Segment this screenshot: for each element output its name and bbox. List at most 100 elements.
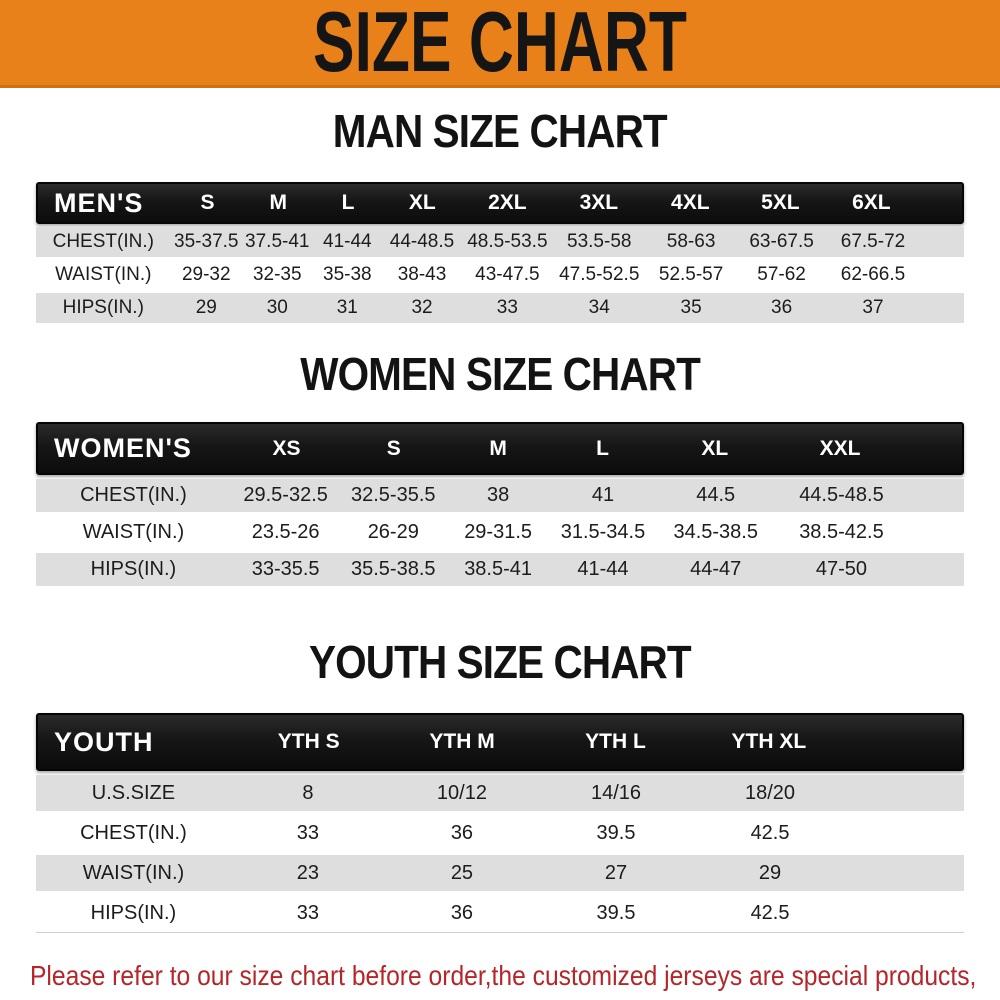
size-value-cell: 42.5 — [750, 821, 790, 844]
table-header: WOMEN'S XS S M L XL XXL — [36, 422, 964, 475]
column-header: L — [341, 191, 355, 214]
column-header: 6XL — [852, 191, 891, 214]
size-value-cell: 26-29 — [367, 521, 419, 543]
section-title: MAN SIZE CHART — [332, 105, 668, 157]
table-body: U.S.SIZE 8 10/12 14/16 18/20 CHEST(IN.) 33 36 39… — [36, 775, 964, 931]
table-header-label: WOMEN'S — [54, 433, 192, 463]
size-value-cell: 37 — [862, 297, 884, 318]
size-value-cell: 39.5 — [596, 901, 636, 924]
column-header: 3XL — [579, 191, 619, 214]
section-title: WOMEN SIZE CHART — [300, 348, 701, 400]
row-label: WAIST(IN.) — [82, 521, 185, 543]
size-value-cell: 38 — [486, 484, 510, 506]
size-value-cell: 37.5-41 — [245, 231, 310, 252]
table-row: WAIST(IN.) 23 25 27 29 — [36, 855, 964, 891]
table-row: WAIST(IN.) 23.5-26 26-29 29-31.5 31.5-34.5 34… — [36, 516, 964, 549]
size-value-cell: 52.5-57 — [658, 264, 724, 285]
row-label: CHEST(IN.) — [80, 821, 187, 844]
row-label: WAIST(IN.) — [82, 861, 185, 884]
column-header: XL — [408, 191, 436, 214]
table-row: WAIST(IN.) 29-32 32-35 35-38 38-43 43-47.5 47.… — [36, 260, 964, 290]
size-value-cell: 33 — [496, 297, 518, 318]
column-header: L — [596, 436, 609, 460]
footer-note-line2: we don't accept cancel, change, teturn o… — [30, 995, 884, 1000]
size-value-cell: 32 — [411, 297, 433, 318]
size-value-cell: 36 — [450, 821, 474, 844]
table-body: CHEST(IN.) 35-37.5 37.5-41 41-44 44-48.5 48.5… — [36, 227, 964, 323]
size-value-cell: 35-37.5 — [174, 231, 239, 252]
size-value-cell: 42.5 — [750, 901, 790, 924]
column-header: XXL — [819, 436, 861, 460]
size-value-cell: 57-62 — [757, 264, 806, 285]
size-value-cell: 33-35.5 — [251, 558, 320, 580]
table-header-label: YOUTH — [54, 726, 154, 757]
size-value-cell: 23 — [296, 861, 320, 884]
size-value-cell: 36 — [450, 901, 474, 924]
column-header: S — [386, 436, 401, 460]
size-value-cell: 32-35 — [252, 264, 302, 285]
row-label: U.S.SIZE — [91, 781, 176, 804]
size-value-cell: 33 — [296, 901, 320, 924]
size-value-cell: 27 — [604, 861, 628, 884]
size-value-cell: 31.5-34.5 — [560, 521, 646, 543]
size-value-cell: 30 — [266, 297, 288, 318]
column-header: YTH S — [277, 730, 340, 753]
column-header: YTH M — [429, 730, 495, 753]
size-value-cell: 25 — [450, 861, 474, 884]
size-value-cell: 41-44 — [323, 231, 372, 252]
size-value-cell: 29.5-32.5 — [243, 484, 328, 506]
table-row: HIPS(IN.) 33 36 39.5 42.5 — [36, 895, 964, 931]
size-value-cell: 29-31.5 — [464, 521, 533, 543]
banner-title: SIZE CHART — [313, 0, 687, 91]
column-header: S — [200, 191, 215, 214]
table-row: U.S.SIZE 8 10/12 14/16 18/20 — [36, 775, 964, 811]
size-value-cell: 29-32 — [181, 264, 231, 285]
size-value-cell: 47.5-52.5 — [559, 264, 640, 285]
row-label: HIPS(IN.) — [62, 297, 144, 318]
size-value-cell: 41-44 — [577, 558, 629, 580]
column-header: XL — [701, 436, 729, 460]
row-label: CHEST(IN.) — [80, 484, 187, 506]
size-value-cell: 34.5-38.5 — [673, 521, 758, 543]
size-value-cell: 53.5-58 — [567, 231, 632, 252]
size-value-cell: 44-47 — [690, 558, 742, 580]
table-header: YOUTH YTH S YTH M YTH L YTH XL — [36, 713, 964, 771]
table-row: CHEST(IN.) 33 36 39.5 42.5 — [36, 815, 964, 851]
row-label: HIPS(IN.) — [90, 558, 177, 580]
column-header: 4XL — [671, 191, 710, 214]
size-value-cell: 38.5-41 — [464, 558, 533, 580]
section-women: WOMEN SIZE CHART WOMEN'S XS S M L XL XXL CHES… — [0, 348, 1000, 586]
size-value-cell: 8 — [302, 781, 314, 804]
size-value-cell: 23.5-26 — [251, 521, 320, 543]
footer-note: Please refer to our size chart before or… — [30, 957, 1000, 1000]
row-label: HIPS(IN.) — [90, 901, 177, 924]
size-value-cell: 33 — [296, 821, 320, 844]
size-value-cell: 10/12 — [436, 781, 487, 804]
section-heading: WOMEN SIZE CHART — [0, 348, 1000, 407]
size-value-cell: 35-38 — [323, 264, 372, 285]
size-value-cell: 31 — [336, 297, 358, 318]
table-row: HIPS(IN.) 33-35.5 35.5-38.5 38.5-41 41-44 44-… — [36, 553, 964, 586]
table-body: CHEST(IN.) 29.5-32.5 32.5-35.5 38 41 44.5 44.5… — [36, 479, 964, 586]
size-value-cell: 41 — [591, 484, 615, 506]
column-header: 5XL — [761, 191, 800, 214]
size-value-cell: 32.5-35.5 — [351, 484, 436, 506]
table-row: CHEST(IN.) 29.5-32.5 32.5-35.5 38 41 44.5 44.5… — [36, 479, 964, 512]
table-header-label: MEN'S — [54, 187, 144, 218]
size-value-cell: 14/16 — [590, 781, 642, 804]
column-header: YTH L — [585, 730, 646, 753]
size-value-cell: 48.5-53.5 — [467, 231, 548, 252]
column-header: M — [269, 191, 287, 214]
size-table: MEN'S S M L XL 2XL 3XL 4XL 5XL 6XL CHEST(IN.) 35-… — [36, 182, 964, 323]
section-men: MAN SIZE CHART MEN'S S M L XL 2XL 3XL 4XL 5XL 6X… — [0, 105, 1000, 323]
size-value-cell: 35.5-38.5 — [351, 558, 436, 580]
footer-note-line1: Please refer to our size chart before or… — [30, 960, 977, 991]
size-value-cell: 63-67.5 — [749, 231, 814, 252]
column-header: M — [489, 436, 507, 460]
size-value-cell: 36 — [771, 297, 793, 318]
size-value-cell: 38-43 — [397, 264, 447, 285]
size-value-cell: 35 — [680, 297, 702, 318]
section-heading: YOUTH SIZE CHART — [0, 639, 1000, 695]
table-header: MEN'S S M L XL 2XL 3XL 4XL 5XL 6XL — [36, 182, 964, 224]
column-header: XS — [272, 436, 301, 460]
